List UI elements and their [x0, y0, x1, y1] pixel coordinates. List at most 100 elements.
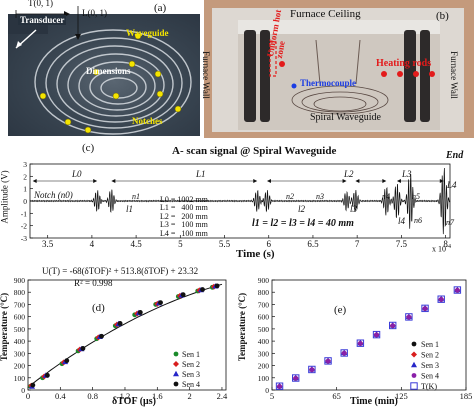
segment-arrow-right — [253, 179, 258, 183]
data-point — [293, 375, 299, 381]
ell-label-3: l3 — [350, 204, 358, 214]
calibration-y-tick-label: 900 — [14, 276, 26, 285]
legend-marker — [173, 361, 179, 367]
temptime-x-tick-label: 5 — [270, 391, 274, 401]
ascan-title: A- scan signal @ Spiral Waveguide — [172, 145, 337, 157]
data-point — [357, 341, 363, 346]
panel-a-tag: (a) — [154, 2, 167, 14]
segment-arrow-left — [355, 179, 360, 183]
notch-label-n4: n4 — [382, 192, 390, 201]
fit-r2: R² = 0.998 — [74, 278, 113, 288]
calibration-y-tick-label: 200 — [14, 362, 26, 371]
calibration-y-tick-label: 400 — [14, 337, 26, 346]
legend-label: Sen 3 — [182, 370, 200, 379]
ell-label-2: l2 — [298, 204, 306, 214]
data-point — [340, 349, 348, 357]
data-point — [308, 365, 316, 374]
notch-label-n2: n2 — [286, 192, 294, 201]
ascan-y-tick-label: -2 — [21, 222, 27, 231]
data-point — [117, 320, 123, 326]
legend-label: Sen 1 — [421, 340, 439, 349]
data-point — [438, 297, 444, 302]
waveguide-label: Waveguide — [126, 28, 169, 38]
temptime-y-tick-label: 600 — [258, 313, 270, 322]
legend-label: Sen 4 — [421, 372, 439, 381]
temptime-y-tick-label: 800 — [258, 288, 270, 297]
panel-a: T(0, 1) Transducer L(0, 1) (a) Waveguide… — [8, 0, 200, 136]
longitudinal-mode-label: L(0, 1) — [82, 8, 107, 18]
torsional-mode-label: T(0, 1) — [28, 0, 53, 8]
temperature-time-chart: 5 65 125 185 0 100 200 300 400 500 600 700 800 900 Sen… — [258, 276, 473, 401]
temptime-y-tick-label: 500 — [258, 325, 270, 334]
ascan-x-tick-label: 5 — [178, 239, 183, 249]
calibration-chart: 0 0.4 0.8 1.2 1.6 2 2.401002003004005006007008… — [14, 276, 228, 401]
ell-label-4: l4 — [398, 216, 406, 226]
length-l4: L4 = 100 mm — [160, 228, 208, 238]
ascan-x-tick-label: 5.5 — [219, 239, 231, 249]
length-l1: L1 = 400 mm — [160, 203, 208, 213]
furnace-interior — [238, 20, 440, 130]
ascan-x-tick-label: 3.5 — [42, 239, 54, 249]
legend-label: Sen 3 — [421, 361, 439, 370]
ascan-y-tick-label: 1 — [23, 185, 27, 194]
segment-arrow-right — [439, 179, 444, 183]
temptime-y-tick-label: 100 — [258, 374, 270, 383]
calibration-y-tick-label: 300 — [14, 349, 26, 358]
equal-lengths-note: l1 = l2 = l3 = l4 = 40 mm — [252, 218, 354, 229]
data-point — [454, 287, 460, 293]
ell-label-1: l1 — [126, 204, 134, 214]
ascan-x-exponent: x 10-4 — [432, 244, 451, 254]
temptime-ylabel: Temperature (°C) — [237, 292, 248, 362]
furnace-wall-left-label: Furnace Wall — [200, 51, 211, 99]
series-sen-4 — [30, 283, 220, 388]
panel-b: Furnace Ceiling (b) Furnace Wall Furnace… — [200, 0, 474, 138]
data-point — [437, 295, 445, 303]
longitudinal-mode-arrow — [75, 6, 81, 40]
data-point — [64, 358, 70, 364]
ascan-xlabel: Time (s) — [236, 248, 275, 260]
data-point — [341, 350, 347, 356]
ascan-y-tick-label: -3 — [21, 234, 27, 243]
furnace-photo — [204, 0, 474, 138]
temptime-frame — [271, 279, 467, 391]
data-point — [200, 287, 205, 292]
legend-marker — [411, 341, 417, 347]
temptime-y-tick-label: 300 — [258, 349, 270, 358]
legend-marker — [411, 351, 417, 358]
ascan-signal-trace — [29, 167, 451, 235]
length-l0: L0 = 1002 mm — [160, 195, 208, 204]
segment-label-l4: L4 — [447, 180, 457, 190]
notch-label-n6: n6 — [414, 216, 422, 225]
series-t-k- — [275, 286, 462, 390]
panel-d: 0 0.4 0.8 1.2 1.6 2 2.4 0 100 200 300 400 500 600 700 8… — [0, 266, 236, 410]
notch-label-n5: n5 — [412, 192, 420, 201]
furnace-ceiling-label: Furnace Ceiling — [290, 8, 361, 20]
temptime-y-tick-label: 200 — [258, 362, 270, 371]
calibration-y-tick-label: 800 — [14, 288, 26, 297]
calibration-x-tick-label: 0.8 — [87, 391, 98, 401]
ascan-y-tick-label: -1 — [21, 209, 27, 218]
length-l2: L2 = 200 mm — [160, 211, 208, 221]
ascan-x-tick-label: 4.5 — [130, 239, 142, 249]
ascan-y-tick-label: 2 — [23, 172, 27, 181]
data-point — [374, 332, 379, 338]
temptime-x-tick-label: 185 — [460, 391, 473, 401]
temptime-xlabel: Time (min) — [350, 396, 398, 407]
length-l3: L3 = 100 mm — [160, 220, 208, 230]
calibration-y-tick-label: 500 — [14, 325, 26, 334]
spiral-waveguide-label: Spiral Waveguide — [310, 112, 381, 123]
temptime-y-tick-label: 700 — [258, 300, 270, 309]
calibration-x-tick-label: 0.4 — [55, 391, 66, 401]
data-point — [405, 313, 413, 321]
calibration-x-tick-label: 1.6 — [152, 391, 163, 401]
lengths-list: L0 = 1002 mm L1 = 400 mm L2 = 200 mm L3 … — [160, 195, 208, 238]
data-point — [453, 286, 462, 294]
panel-b-tag: (b) — [436, 10, 449, 22]
legend-label: Sen 4 — [182, 380, 200, 389]
data-point — [214, 283, 220, 289]
data-point — [390, 323, 396, 329]
segment-arrow-right — [342, 179, 347, 183]
data-point — [422, 306, 428, 311]
furnace-wall-right-label: Furnace Wall — [448, 51, 459, 99]
data-point — [80, 346, 86, 351]
